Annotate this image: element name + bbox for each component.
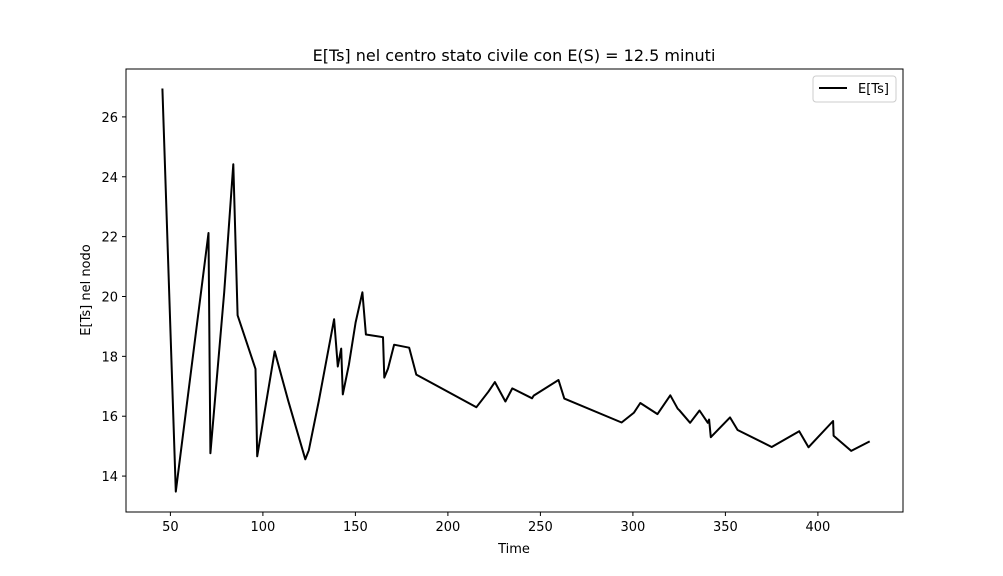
- x-tick-label: 350: [713, 520, 738, 535]
- series-line-ets: [161, 88, 871, 493]
- y-tick-label: 14: [101, 470, 118, 485]
- y-tick-label: 24: [101, 171, 118, 186]
- x-tick-label: 400: [805, 520, 830, 535]
- x-tick-label: 250: [528, 520, 553, 535]
- y-tick-label: 22: [101, 231, 118, 246]
- legend: E[Ts]: [812, 75, 897, 103]
- plot-frame: [125, 68, 904, 513]
- x-tick-label: 150: [343, 520, 368, 535]
- chart-title: E[Ts] nel centro stato civile con E(S) =…: [313, 46, 716, 65]
- legend-box: [812, 75, 897, 103]
- x-tick-label: 300: [620, 520, 645, 535]
- x-axis-label: Time: [497, 542, 530, 557]
- legend-label: E[Ts]: [858, 82, 889, 97]
- y-tick-label: 26: [101, 111, 118, 126]
- x-tick-label: 200: [435, 520, 460, 535]
- y-tick-label: 20: [101, 290, 118, 305]
- y-axis-label: E[Ts] nel nodo: [79, 244, 94, 335]
- x-tick-label: 50: [162, 520, 179, 535]
- y-tick-label: 16: [101, 410, 118, 425]
- x-tick-label: 100: [250, 520, 275, 535]
- y-tick-label: 18: [101, 350, 118, 365]
